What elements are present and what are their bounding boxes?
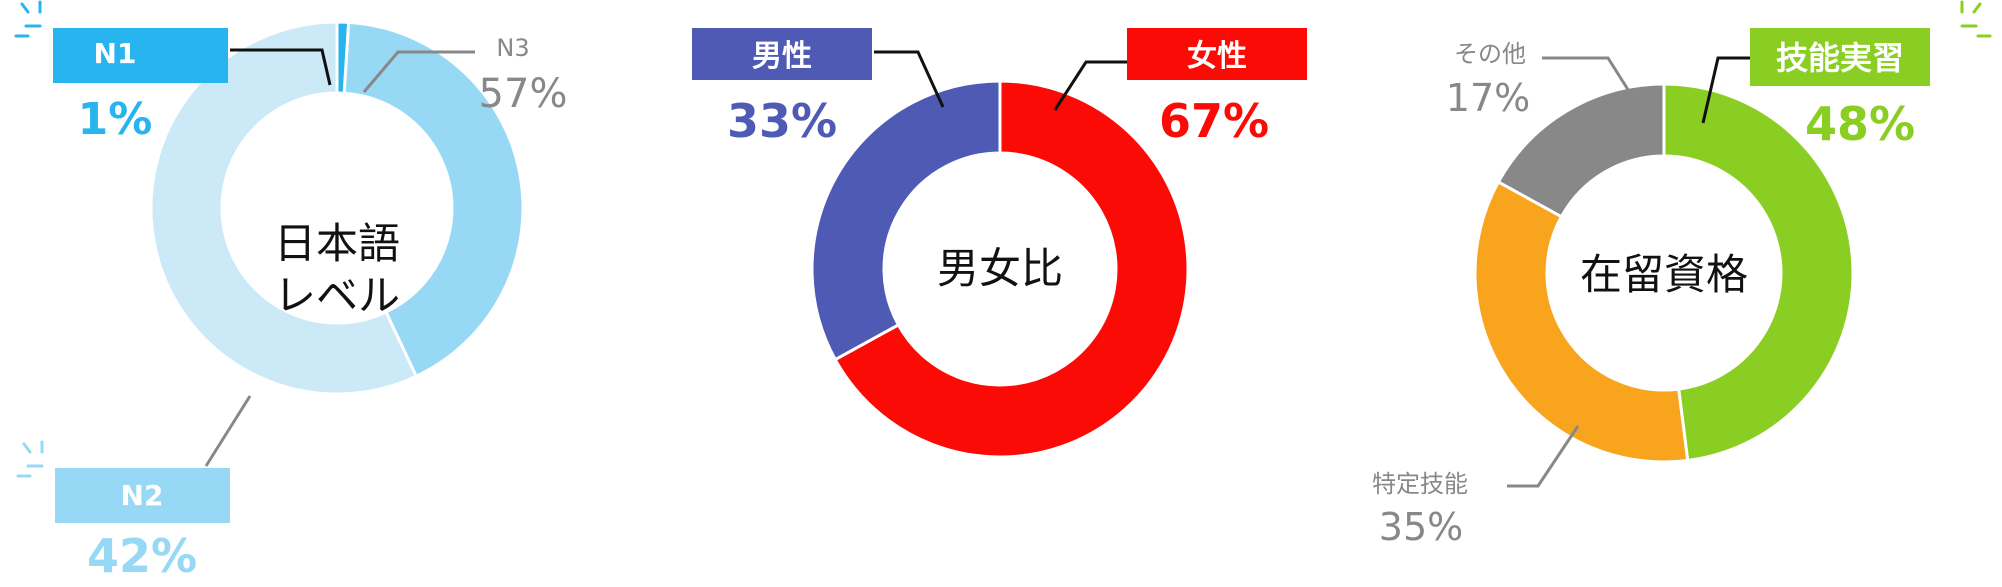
pie-slice-2 (342, 20, 525, 379)
data-label: 33% (727, 94, 837, 148)
highlight-spark-icon (14, 0, 42, 38)
legend-label: 特定技能 (1372, 470, 1468, 498)
pie-slice-1 (1662, 82, 1855, 463)
slice-label-3: その他 17% (1446, 40, 1634, 120)
highlight-spark-icon (1960, 0, 1992, 38)
legend-label: その他 (1454, 40, 1526, 68)
donut-chart-3: 在留資格 技能実習 48% 特定技能 35% その他 17% (1372, 0, 1992, 549)
slice-label-1: N1 1% (14, 0, 332, 145)
leader-line (204, 395, 252, 467)
legend-label: N2 (121, 479, 164, 512)
legend-label: 女性 (1187, 39, 1247, 74)
leader-line (1053, 60, 1127, 111)
pie-slice-3 (1496, 82, 1666, 219)
data-label: 17% (1446, 76, 1530, 120)
legend-label: N1 (94, 37, 137, 70)
slices (1473, 82, 1855, 464)
data-label: 48% (1805, 97, 1915, 151)
data-label: 57% (479, 71, 568, 117)
legend-label: N3 (496, 34, 529, 62)
data-label: 67% (1159, 94, 1269, 148)
legend-label: 男性 (752, 39, 812, 74)
pie-slice-2 (1473, 179, 1690, 464)
legend-label: 技能実習 (1776, 39, 1904, 77)
slices (810, 79, 1190, 459)
leader-line (1507, 425, 1580, 488)
slice-label-2: N2 42% (16, 395, 252, 583)
leader-line (230, 48, 332, 86)
slices (149, 20, 525, 396)
label-tag-box (1127, 28, 1307, 80)
data-label: 35% (1379, 505, 1463, 549)
slice-label-1: 技能実習 48% (1701, 0, 1992, 151)
label-tag-box (55, 468, 230, 523)
leader-line (1542, 56, 1634, 97)
pie-slice-3 (149, 20, 419, 396)
slice-label-1: 女性 67% (1053, 28, 1307, 148)
label-tag-box (692, 28, 872, 80)
label-tag-box (53, 28, 228, 83)
center-title-line: 日本語 (274, 219, 400, 268)
highlight-spark-icon (16, 440, 44, 478)
leader-line (362, 50, 475, 93)
leader-line (1701, 56, 1750, 124)
center-title-line: 在留資格 (1580, 250, 1748, 299)
pie-slice-2 (810, 79, 1002, 362)
data-label: 42% (87, 529, 197, 583)
leader-line (874, 50, 945, 108)
slice-label-2: 男性 33% (692, 28, 945, 148)
center-title-line: 男女比 (937, 244, 1063, 293)
pie-slice-1 (833, 79, 1190, 459)
center-title-line: レベル (274, 271, 400, 320)
label-tag-box (1750, 28, 1930, 86)
data-label: 1% (78, 94, 153, 145)
slice-label-2: 特定技能 35% (1372, 425, 1580, 549)
donut-chart-2: 男女比 女性 67% 男性 33% (692, 28, 1307, 459)
